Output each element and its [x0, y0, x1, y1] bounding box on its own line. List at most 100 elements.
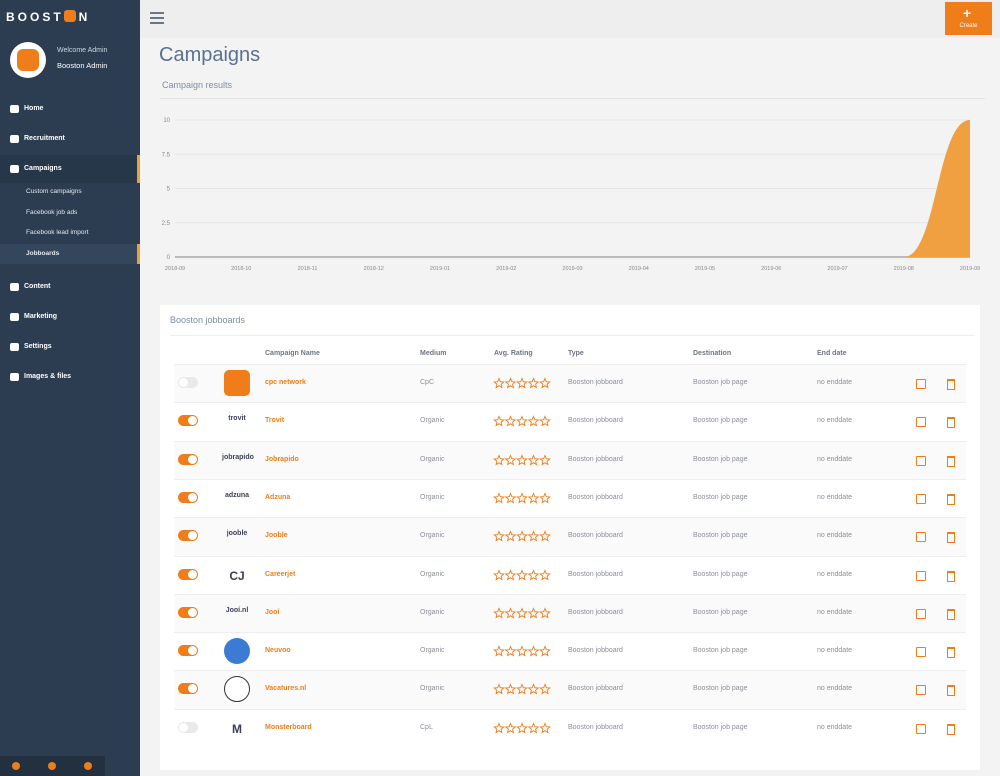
submenu-item[interactable]: Custom campaigns [26, 188, 82, 195]
toggle[interactable] [178, 491, 198, 503]
toggle-knob [188, 607, 197, 617]
delete-button[interactable] [947, 723, 955, 735]
campaign-name[interactable]: Monsterboard [265, 723, 312, 731]
type: Booston jobboard [568, 455, 623, 463]
menu-toggle[interactable] [150, 12, 164, 14]
type: Booston jobboard [568, 570, 623, 578]
delete-button[interactable] [947, 570, 955, 582]
table-row [174, 517, 966, 557]
delete-button[interactable] [947, 532, 955, 544]
submenu-item[interactable]: Facebook job ads [26, 208, 78, 216]
campaign-name[interactable]: Trovit [265, 417, 285, 425]
type: Booston jobboard [568, 417, 623, 425]
campaign-name[interactable]: Jooí [265, 608, 280, 616]
delete-button[interactable] [947, 493, 955, 505]
y-tick-label: 0 [167, 255, 171, 261]
toggle[interactable] [178, 721, 198, 733]
submenu-item[interactable]: Jobboards [0, 244, 140, 265]
table-row [174, 555, 966, 595]
edit-button[interactable] [916, 570, 926, 581]
delete-button[interactable] [947, 647, 955, 659]
campaign-name[interactable]: cpc network [265, 379, 306, 386]
chart-title: Campaign results [162, 80, 233, 90]
toggle[interactable] [178, 606, 198, 618]
menu-item[interactable]: Campaigns [0, 155, 140, 183]
menu-item[interactable]: Images & files [0, 363, 140, 391]
toggle-knob [188, 492, 197, 502]
menu-item[interactable]: Settings [0, 333, 140, 361]
rating [493, 377, 551, 389]
toggle[interactable] [178, 377, 198, 388]
brand-text: N [78, 10, 91, 24]
toggle-knob [179, 378, 188, 387]
campaign-name[interactable]: Jooble [265, 532, 288, 540]
menu-icon [10, 105, 19, 113]
table-row [174, 364, 966, 403]
delete-button[interactable] [947, 417, 955, 429]
submenu-item[interactable]: Facebook lead import [26, 229, 89, 237]
edit-button[interactable] [916, 723, 926, 734]
edit-button[interactable] [916, 493, 926, 504]
toggle[interactable] [178, 530, 198, 542]
x-tick-label: 2019-05 [695, 266, 715, 272]
footer-icon[interactable] [48, 762, 56, 770]
footer-icon[interactable] [12, 762, 20, 770]
topbar [140, 0, 1000, 38]
edit-button[interactable] [916, 608, 926, 619]
toggle[interactable] [178, 453, 198, 465]
campaign-name[interactable]: Vacatures.nl [265, 685, 307, 693]
x-tick-label: 2018-12 [364, 266, 384, 272]
footer-icon[interactable] [84, 762, 92, 770]
x-tick-label: 2019-09 [960, 266, 980, 272]
toggle[interactable] [178, 645, 198, 657]
edit-button[interactable] [916, 685, 926, 696]
campaign-name[interactable]: Careerjet [265, 570, 296, 578]
campaign-name[interactable]: Jobrapido [265, 455, 299, 463]
edit-button[interactable] [916, 455, 926, 466]
menu-item[interactable]: Home [0, 95, 140, 123]
welcome-text: Welcome Admin [57, 47, 108, 54]
menu-icon [10, 282, 19, 291]
campaign-name[interactable]: Adzuna [265, 493, 291, 501]
edit-button[interactable] [916, 532, 926, 543]
menu-item[interactable]: Marketing [0, 303, 140, 331]
sidebar: BOOST N Welcome Admin Booston Admin Home R… [0, 0, 140, 776]
table-row [174, 670, 966, 710]
column-header: Medium [420, 350, 447, 357]
rating [493, 415, 551, 427]
rating [493, 453, 551, 466]
logo: M [232, 721, 242, 736]
campaign-name[interactable]: Neuvoo [265, 647, 291, 655]
brand-icon [63, 10, 76, 22]
delete-button[interactable] [947, 455, 955, 467]
edit-button[interactable] [916, 647, 926, 658]
delete-button[interactable] [947, 608, 955, 620]
type: Booston jobboard [568, 608, 623, 616]
destination: Booston job page [693, 417, 748, 425]
table-row [174, 708, 966, 748]
medium: CpL [420, 723, 433, 731]
delete-button[interactable] [947, 685, 955, 697]
medium: Organic [420, 685, 445, 693]
edit-button[interactable] [916, 417, 926, 428]
menu-item[interactable]: Content [0, 273, 140, 301]
toggle[interactable] [178, 568, 198, 580]
divider [160, 98, 985, 99]
toggle-knob [188, 646, 197, 656]
end-date: no enddate [817, 723, 853, 731]
rating [493, 721, 551, 734]
menu-item[interactable]: Recruitment [0, 125, 140, 153]
create-button[interactable]: + Create [945, 2, 992, 35]
logo: trovit [228, 415, 246, 423]
logo [224, 370, 250, 396]
rating [493, 568, 551, 580]
edit-button[interactable] [916, 379, 926, 389]
y-tick-label: 2.5 [162, 221, 171, 227]
logo: Jooí.nl [225, 606, 249, 614]
x-tick-label: 2019-01 [430, 266, 450, 272]
delete-button[interactable] [947, 379, 955, 390]
toggle[interactable] [178, 683, 198, 695]
toggle-knob [179, 722, 188, 732]
toggle[interactable] [178, 415, 198, 427]
